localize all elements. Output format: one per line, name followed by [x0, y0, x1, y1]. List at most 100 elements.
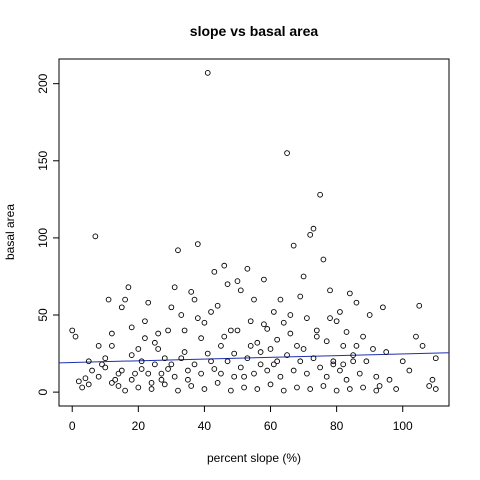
- y-tick-label: 50: [36, 308, 50, 322]
- data-point: [218, 343, 224, 349]
- y-tick-label: 150: [36, 150, 50, 170]
- data-point: [151, 339, 158, 346]
- data-point: [297, 358, 304, 365]
- data-point: [241, 373, 247, 380]
- data-point: [432, 355, 439, 362]
- data-point: [317, 191, 323, 198]
- data-point: [224, 358, 231, 365]
- data-point: [370, 346, 376, 352]
- data-point: [175, 387, 181, 394]
- data-point: [337, 367, 343, 374]
- data-point: [251, 296, 257, 303]
- data-point: [211, 268, 218, 275]
- data-point: [343, 376, 350, 383]
- data-point: [310, 225, 317, 232]
- data-point: [340, 361, 347, 368]
- data-point: [330, 361, 337, 368]
- data-point: [280, 319, 287, 326]
- data-point: [115, 383, 122, 389]
- data-point: [208, 309, 214, 315]
- data-point: [128, 352, 135, 358]
- data-point: [330, 358, 337, 365]
- data-point: [284, 150, 290, 156]
- data-point: [327, 315, 333, 321]
- data-point: [363, 358, 370, 365]
- data-point: [128, 324, 135, 331]
- data-point: [168, 304, 175, 311]
- data-point: [429, 376, 436, 383]
- data-point: [148, 386, 155, 392]
- data-point: [432, 386, 439, 392]
- x-axis: 0 20 40 60 80 100: [69, 405, 413, 433]
- data-point: [109, 330, 115, 337]
- data-point: [175, 247, 181, 254]
- data-point: [307, 386, 314, 392]
- data-point: [221, 262, 228, 269]
- data-point: [356, 370, 363, 377]
- data-point: [320, 383, 327, 389]
- data-point: [148, 380, 155, 386]
- data-point: [208, 358, 214, 365]
- data-point: [145, 370, 152, 377]
- data-point: [161, 381, 168, 388]
- data-point: [79, 384, 85, 391]
- y-axis-label: basal area: [3, 204, 17, 260]
- data-point: [413, 333, 419, 340]
- data-point: [353, 299, 360, 306]
- data-point: [214, 380, 221, 386]
- x-tick-label: 80: [330, 419, 344, 433]
- data-point: [251, 370, 257, 377]
- data-point: [290, 242, 297, 249]
- data-point: [181, 327, 188, 334]
- data-point: [109, 343, 115, 349]
- data-point: [185, 376, 191, 383]
- data-point: [82, 375, 89, 382]
- data-point: [171, 284, 178, 291]
- data-point: [350, 352, 357, 358]
- data-point: [304, 370, 310, 377]
- data-point: [300, 273, 307, 280]
- data-point: [257, 349, 264, 355]
- x-axis-label: percent slope (%): [207, 451, 301, 465]
- data-point: [89, 367, 95, 374]
- trend-line: [58, 352, 450, 364]
- data-point: [234, 278, 241, 284]
- data-point: [426, 383, 433, 389]
- data-point: [244, 265, 251, 272]
- x-tick-label: 60: [264, 419, 278, 433]
- data-point: [234, 327, 241, 334]
- data-point: [118, 304, 125, 311]
- data-point: [373, 373, 380, 380]
- data-point: [188, 289, 195, 295]
- data-point: [419, 343, 426, 349]
- data-point: [254, 386, 261, 392]
- data-point: [211, 366, 218, 372]
- data-point: [386, 376, 393, 383]
- data-point: [287, 312, 294, 318]
- data-point: [204, 70, 211, 76]
- data-point: [343, 329, 350, 335]
- data-point: [313, 327, 320, 334]
- x-tick-label: 0: [69, 419, 76, 433]
- data-point: [360, 333, 366, 340]
- y-tick-label: 200: [36, 73, 50, 93]
- data-point: [178, 355, 185, 362]
- data-point: [244, 355, 251, 362]
- data-point: [135, 346, 142, 352]
- data-point: [95, 373, 102, 380]
- data-point: [300, 346, 307, 352]
- data-point: [333, 387, 340, 394]
- data-point: [85, 358, 92, 365]
- data-point: [267, 381, 274, 388]
- data-point: [115, 370, 122, 377]
- data-point: [158, 376, 165, 383]
- data-point: [109, 380, 115, 386]
- data-point: [241, 384, 247, 391]
- data-point: [323, 373, 330, 380]
- data-point: [237, 287, 244, 294]
- data-point: [333, 318, 340, 325]
- data-point: [122, 387, 128, 394]
- data-point: [320, 256, 327, 263]
- data-point: [267, 346, 274, 352]
